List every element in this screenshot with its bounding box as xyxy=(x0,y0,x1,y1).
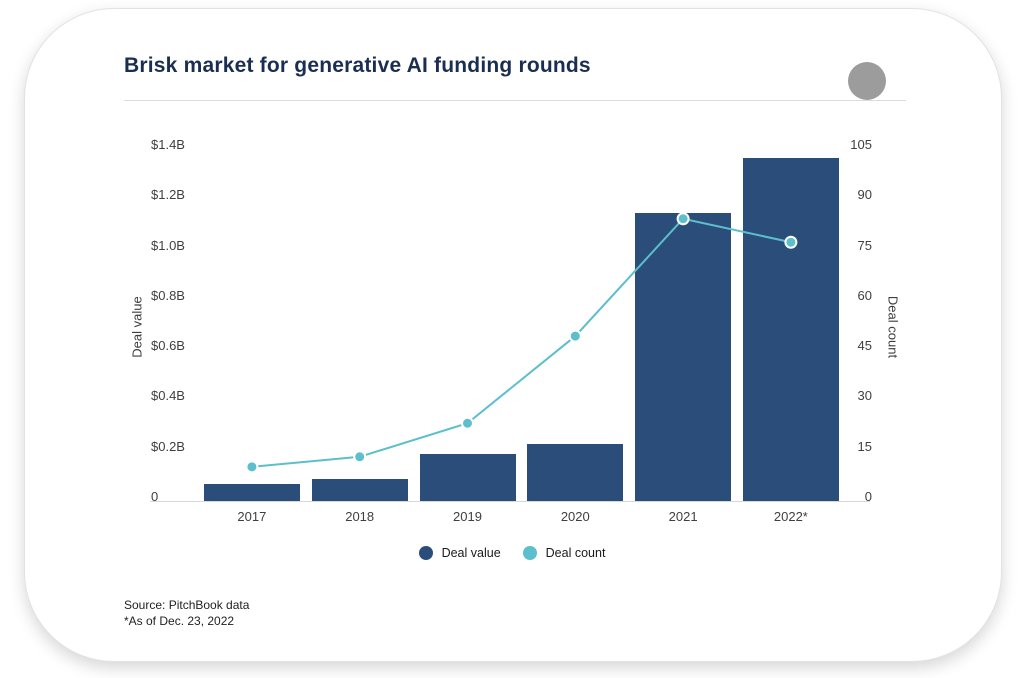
left-axis-tick: $1.4B xyxy=(151,137,185,152)
legend-label: Deal value xyxy=(441,546,501,560)
right-axis-tick: 15 xyxy=(857,438,872,454)
right-axis-tick: 60 xyxy=(857,287,872,303)
logo-circle-icon xyxy=(848,62,886,100)
x-axis-label: 2020 xyxy=(560,509,590,524)
left-axis-tick: $0.6B xyxy=(151,338,185,354)
deal-value-bar xyxy=(311,479,408,502)
left-axis-tick: 0 xyxy=(151,489,159,504)
footnote: *As of Dec. 23, 2022 xyxy=(124,614,235,628)
right-axis-tick: 30 xyxy=(857,388,872,404)
legend-label: Deal count xyxy=(545,546,606,560)
deal-value-bar xyxy=(527,444,624,502)
x-axis-line xyxy=(150,501,870,502)
chart-title: Brisk market for generative AI funding r… xyxy=(124,54,591,77)
x-axis-label: 2018 xyxy=(345,509,375,524)
x-axis-label: 2017 xyxy=(237,509,267,524)
deal-value-bar xyxy=(635,212,732,502)
source-note: Source: PitchBook data xyxy=(124,598,250,612)
right-axis-tick: 0 xyxy=(864,489,872,504)
left-axis-tick: $0.8B xyxy=(151,287,185,303)
x-axis-label: 2021 xyxy=(668,509,698,524)
left-axis-tick: $1.0B xyxy=(151,237,185,253)
chart-card xyxy=(24,8,1002,662)
right-axis-tick: 75 xyxy=(857,237,872,253)
right-axis-tick: 90 xyxy=(857,187,872,203)
x-axis-label: 2019 xyxy=(453,509,482,524)
left-axis-tick: $1.2B xyxy=(151,187,185,203)
left-axis-tick: $0.4B xyxy=(151,388,185,404)
deal-value-bar xyxy=(742,157,839,502)
right-axis-tick: 105 xyxy=(850,137,872,152)
legend-item-deal-count: Deal count xyxy=(522,546,606,560)
title-divider xyxy=(124,100,906,101)
legend-dot-icon xyxy=(522,546,537,560)
left-axis-tick: $0.2B xyxy=(151,438,185,454)
legend-item-deal-value: Deal value xyxy=(418,546,501,560)
chart-legend: Deal value Deal count xyxy=(0,546,1024,560)
x-axis-label: 2022* xyxy=(773,509,808,524)
right-axis-tick: 45 xyxy=(857,338,872,354)
deal-value-bar xyxy=(419,454,516,502)
legend-dot-icon xyxy=(418,546,433,560)
deal-value-bar xyxy=(203,484,300,502)
right-axis-title: Deal count xyxy=(885,295,901,359)
left-axis-title: Deal value xyxy=(129,296,145,358)
